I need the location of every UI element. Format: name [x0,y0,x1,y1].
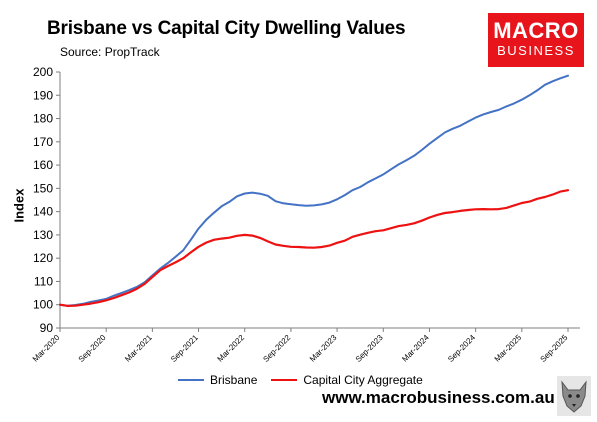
y-tick-label: 170 [33,135,53,149]
y-tick-label: 180 [33,112,53,126]
series-line-capital-city [58,189,570,307]
x-tick-label: Mar-2022 [216,333,247,364]
y-tick-label: 190 [33,88,53,102]
x-tick-label: Sep-2024 [446,333,477,364]
x-tick-label: Sep-2025 [539,333,570,364]
y-tick-label: 100 [33,298,53,312]
y-tick-label: 140 [33,205,53,219]
legend-label-capital-city: Capital City Aggregate [303,373,423,387]
x-tick-label: Mar-2020 [31,333,62,364]
series-line-brisbane [59,74,569,307]
logo-line-2: BUSINESS [497,43,575,58]
x-tick-label: Sep-2020 [77,333,108,364]
x-tick-label: Mar-2025 [493,333,524,364]
x-tick-label: Sep-2023 [354,333,385,364]
y-tick-label: 160 [33,158,53,172]
x-tick-label: Mar-2023 [308,333,339,364]
x-tick-label: Sep-2021 [169,333,200,364]
y-tick-label: 90 [40,321,54,335]
y-tick-label: 130 [33,228,53,242]
wolf-icon [557,376,591,416]
macrobusiness-logo: MACRO BUSINESS [488,13,584,67]
y-tick-label: 150 [33,181,53,195]
chart-legend: Brisbane Capital City Aggregate [178,373,423,387]
chart-title: Brisbane vs Capital City Dwelling Values [47,18,406,39]
legend-item-capital-city: Capital City Aggregate [271,373,423,387]
legend-swatch-brisbane [178,379,204,381]
x-tick-label: Mar-2024 [400,333,431,364]
chart-source: Source: PropTrack [60,45,160,59]
website-url: www.macrobusiness.com.au [322,388,555,407]
legend-label-brisbane: Brisbane [210,373,258,387]
x-tick-label: Sep-2022 [261,333,292,364]
logo-line-1: MACRO [493,18,579,43]
legend-item-brisbane: Brisbane [178,373,257,387]
y-tick-label: 200 [33,65,53,79]
legend-swatch-capital-city [271,379,298,381]
x-tick-label: Mar-2021 [123,333,154,364]
y-tick-label: 120 [33,251,53,265]
y-tick-label: 110 [34,274,53,288]
